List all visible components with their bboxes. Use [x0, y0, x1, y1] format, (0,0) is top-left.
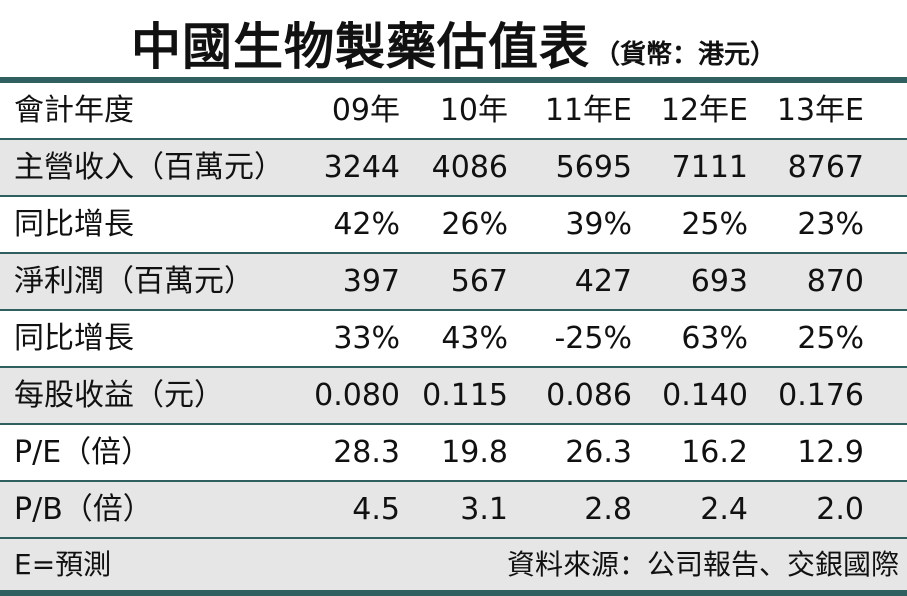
- table-row: 每股收益（元） 0.080 0.115 0.086 0.140 0.176: [0, 368, 907, 425]
- table-row: 同比增長 33% 43% -25% 63% 25%: [0, 311, 907, 368]
- title-main: 中國生物製藥估值表: [130, 18, 590, 76]
- table-cell: 63%: [681, 321, 748, 356]
- row-label: 同比增長: [14, 207, 134, 242]
- table-cell: 870: [806, 264, 864, 299]
- table-cell: 19.8: [441, 435, 508, 470]
- table-cell: 26.3: [565, 435, 632, 470]
- source-note: 資料來源：公司報告、交銀國際: [506, 548, 899, 581]
- footer: E=預測 資料來源：公司報告、交銀國際: [0, 539, 907, 590]
- table-cell: 8767: [787, 150, 864, 185]
- row-label: 同比增長: [14, 321, 134, 356]
- table-cell: -25%: [554, 321, 632, 356]
- table-cell: 12.9: [797, 435, 864, 470]
- header-row: 會計年度 09年 10年 11年E 12年E 13年E: [0, 83, 907, 140]
- header-cell: 09年: [331, 93, 400, 128]
- table-cell: 0.140: [662, 378, 748, 413]
- table-cell: 43%: [441, 321, 508, 356]
- table-cell: 0.115: [422, 378, 508, 413]
- table-cell: 0.176: [778, 378, 864, 413]
- row-label: P/B（倍）: [14, 492, 153, 527]
- header-cell: 13年E: [776, 93, 864, 128]
- table-row: 淨利潤（百萬元） 397 567 427 693 870: [0, 254, 907, 311]
- row-label: P/E（倍）: [14, 435, 152, 470]
- bottom-rule: [0, 590, 907, 596]
- table-cell: 39%: [565, 207, 632, 242]
- header-cell: 10年: [439, 93, 508, 128]
- table-cell: 25%: [681, 207, 748, 242]
- table-cell: 33%: [333, 321, 400, 356]
- table-cell: 0.080: [314, 378, 400, 413]
- table-cell: 397: [342, 264, 400, 299]
- forecast-note: E=預測: [14, 548, 112, 581]
- table-row: 同比增長 42% 26% 39% 25% 23%: [0, 197, 907, 254]
- header-label: 會計年度: [14, 93, 134, 128]
- header-cell: 11年E: [544, 93, 632, 128]
- table-cell: 5695: [555, 150, 632, 185]
- table-cell: 42%: [333, 207, 400, 242]
- table-cell: 2.4: [700, 492, 748, 527]
- table-cell: 28.3: [333, 435, 400, 470]
- valuation-table: 會計年度 09年 10年 11年E 12年E 13年E 主營收入（百萬元） 324…: [0, 83, 907, 539]
- row-label: 每股收益（元）: [14, 378, 224, 413]
- table-cell: 16.2: [681, 435, 748, 470]
- table-cell: 2.0: [816, 492, 864, 527]
- row-label: 淨利潤（百萬元）: [14, 264, 254, 299]
- table-cell: 4086: [431, 150, 508, 185]
- title-currency-note: （貨幣：港元）: [593, 40, 776, 70]
- table-cell: 26%: [441, 207, 508, 242]
- table-row: P/E（倍） 28.3 19.8 26.3 16.2 12.9: [0, 425, 907, 482]
- table-cell: 427: [574, 264, 632, 299]
- table-cell: 23%: [797, 207, 864, 242]
- table-cell: 3244: [323, 150, 400, 185]
- table-cell: 693: [690, 264, 748, 299]
- row-label: 主營收入（百萬元）: [14, 150, 284, 185]
- table-row: P/B（倍） 4.5 3.1 2.8 2.4 2.0: [0, 482, 907, 539]
- header-cell: 12年E: [660, 93, 748, 128]
- table-row: 主營收入（百萬元） 3244 4086 5695 7111 8767: [0, 140, 907, 197]
- table-cell: 3.1: [460, 492, 508, 527]
- table-cell: 4.5: [352, 492, 400, 527]
- table-cell: 2.8: [584, 492, 632, 527]
- table-cell: 25%: [797, 321, 864, 356]
- table-body: 主營收入（百萬元） 3244 4086 5695 7111 8767 同比增長 42% 26% 3…: [0, 140, 907, 539]
- table-title: 中國生物製藥估值表 （貨幣：港元）: [0, 0, 907, 78]
- table-cell: 7111: [671, 150, 748, 185]
- top-rule: [0, 77, 907, 83]
- table-cell: 567: [450, 264, 508, 299]
- table-cell: 0.086: [546, 378, 632, 413]
